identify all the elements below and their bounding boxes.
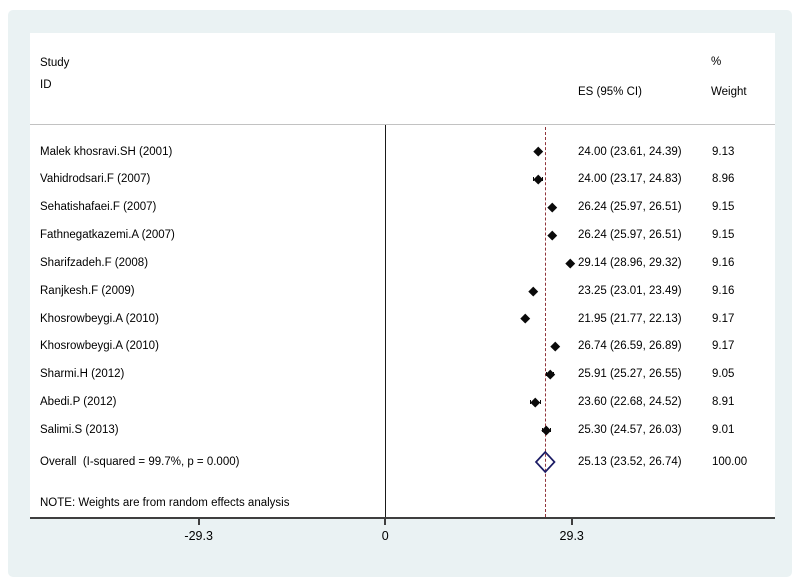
plot-region-background xyxy=(30,33,775,518)
weight-value: 9.15 xyxy=(712,229,735,242)
study-label: Fathnegatkazemi.A (2007) xyxy=(40,229,175,242)
study-label: Sehatishafaei.F (2007) xyxy=(40,201,157,214)
ci-cap-left xyxy=(529,400,531,405)
es-ci-value: 25.91 (25.27, 26.55) xyxy=(578,368,682,381)
note-text: NOTE: Weights are from random effects an… xyxy=(40,497,290,509)
study-label: Vahidrodsari.F (2007) xyxy=(40,173,151,186)
x-axis-tick-label: 0 xyxy=(381,529,389,543)
x-axis-tick-label: 29.3 xyxy=(559,529,584,543)
overall-estimate-dashed-line xyxy=(544,127,546,517)
weight-value: 8.91 xyxy=(712,396,735,409)
weight-value: 9.16 xyxy=(712,284,735,297)
x-axis-tick-label: -29.3 xyxy=(184,529,213,543)
es-ci-value: 23.60 (22.68, 24.52) xyxy=(578,396,682,409)
x-axis-tick xyxy=(570,519,573,525)
weight-value: 8.96 xyxy=(712,173,735,186)
study-label: Ranjkesh.F (2009) xyxy=(40,284,135,297)
ci-cap-right xyxy=(540,400,542,405)
header-separator-line xyxy=(30,124,775,125)
overall-diamond xyxy=(534,450,556,473)
x-axis-tick xyxy=(197,519,200,525)
study-label: Sharmi.H (2012) xyxy=(40,368,125,381)
header-percent: % xyxy=(711,56,722,68)
study-label: Khosrowbeygi.A (2010) xyxy=(40,312,159,325)
es-ci-value: 24.00 (23.17, 24.83) xyxy=(578,173,682,186)
weight-value: 9.17 xyxy=(712,340,735,353)
weight-value: 9.15 xyxy=(712,201,735,214)
overall-es-ci-value: 25.13 (23.52, 26.74) xyxy=(578,455,682,468)
es-ci-value: 23.25 (23.01, 23.49) xyxy=(578,284,682,297)
es-ci-value: 25.30 (24.57, 26.03) xyxy=(578,424,682,436)
overall-weight-value: 100.00 xyxy=(712,455,748,468)
study-label: Khosrowbeygi.A (2010) xyxy=(40,340,159,353)
header-es-ci: ES (95% CI) xyxy=(578,86,642,98)
header-study: Study xyxy=(40,57,70,69)
es-ci-value: 26.24 (25.97, 26.51) xyxy=(578,201,682,214)
study-label: Malek khosravi.SH (2001) xyxy=(40,145,173,158)
header-id: ID xyxy=(40,79,52,91)
x-axis-tick xyxy=(384,519,387,525)
es-ci-value: 24.00 (23.61, 24.39) xyxy=(578,145,682,158)
weight-value: 9.17 xyxy=(712,312,735,325)
study-label: Abedi.P (2012) xyxy=(40,396,117,409)
overall-label: Overall (I-squared = 99.7%, p = 0.000) xyxy=(40,455,240,468)
weight-value: 9.05 xyxy=(712,368,735,381)
study-label: Salimi.S (2013) xyxy=(40,424,119,436)
es-ci-value: 26.74 (26.59, 26.89) xyxy=(578,340,682,353)
es-ci-value: 29.14 (28.96, 29.32) xyxy=(578,256,682,269)
header-weight: Weight xyxy=(711,86,747,98)
weight-value: 9.13 xyxy=(712,145,735,158)
ci-cap-right xyxy=(542,177,544,182)
es-ci-value: 21.95 (21.77, 22.13) xyxy=(578,312,682,325)
ci-cap-left xyxy=(532,177,534,182)
es-ci-value: 26.24 (25.97, 26.51) xyxy=(578,229,682,242)
weight-value: 9.01 xyxy=(712,424,735,436)
weight-value: 9.16 xyxy=(712,256,735,269)
study-label: Sharifzadeh.F (2008) xyxy=(40,256,149,269)
zero-reference-line xyxy=(385,125,386,517)
x-axis-line xyxy=(30,517,775,519)
